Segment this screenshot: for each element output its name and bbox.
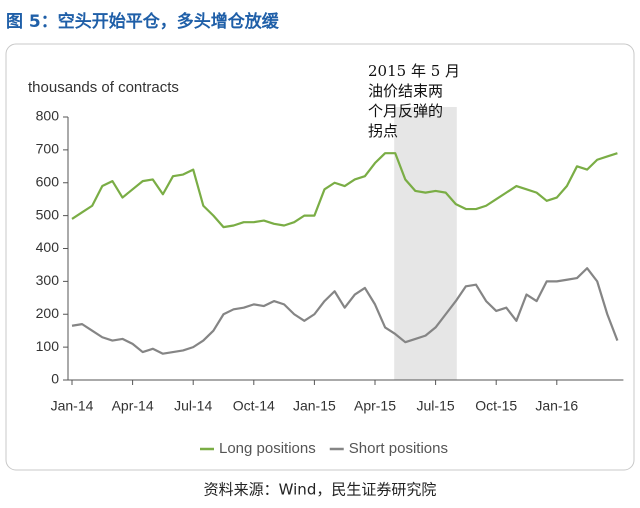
x-tick-label: Oct-14: [233, 398, 275, 414]
legend-label: Long positions: [219, 440, 316, 457]
y-tick-label: 700: [36, 141, 60, 157]
x-tick-label: Jan-15: [293, 398, 336, 414]
y-tick-label: 400: [36, 239, 60, 255]
y-tick-label: 500: [36, 206, 60, 222]
x-tick-label: Apr-15: [354, 398, 396, 414]
x-tick-label: Jul-15: [417, 398, 455, 414]
x-tick-label: Jul-14: [174, 398, 212, 414]
x-tick-label: Jan-14: [51, 398, 94, 414]
source: 资料来源：Wind，民生证券研究院: [204, 481, 437, 499]
annotation: 油价结束两: [368, 82, 443, 100]
x-tick-label: Jan-16: [535, 398, 578, 414]
highlight-band: [394, 107, 457, 380]
legend-label: Short positions: [349, 440, 448, 457]
annotation: 个月反弹的: [368, 102, 443, 120]
x-tick-label: Oct-15: [475, 398, 517, 414]
chart-frame: [5, 43, 635, 471]
y-tick-label: 0: [51, 371, 59, 387]
y-tick-label: 800: [36, 108, 60, 124]
y-tick-label: 200: [36, 305, 60, 321]
x-tick-label: Apr-14: [112, 398, 154, 414]
annotation: 2015 年 5 月: [368, 62, 460, 80]
y-tick-label: 600: [36, 173, 60, 189]
y-tick-label: 100: [36, 338, 60, 354]
figure-title: 图 5：空头开始平仓，多头增仓放缓: [6, 11, 280, 32]
y-axis-label: thousands of contracts: [28, 79, 179, 96]
y-tick-label: 300: [36, 272, 60, 288]
line-series: [71, 152, 618, 229]
annotation: 拐点: [368, 122, 398, 140]
line-series: [71, 267, 619, 355]
